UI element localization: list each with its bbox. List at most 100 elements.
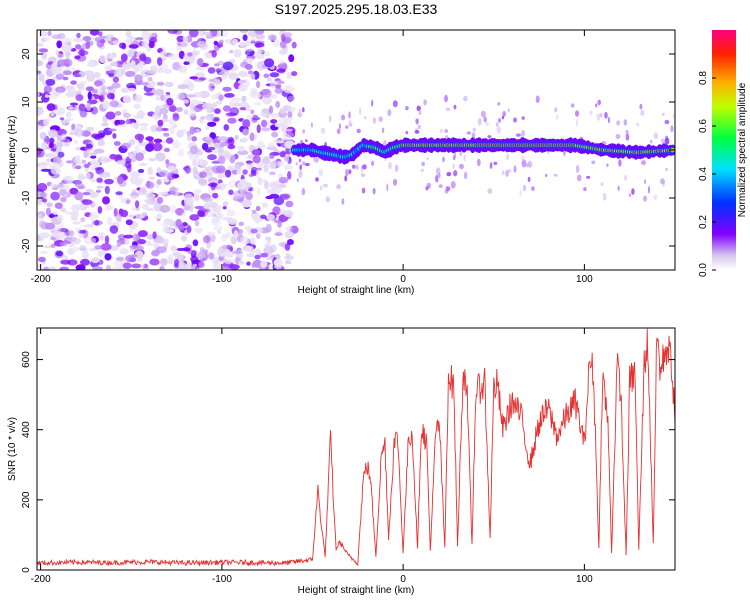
- noise-blob: [81, 159, 87, 164]
- noise-blob: [287, 110, 293, 119]
- noise-blob: [181, 212, 187, 217]
- noise-blob: [248, 173, 254, 177]
- noise-blob: [283, 164, 293, 171]
- noise-blob: [169, 186, 177, 195]
- noise-blob: [285, 226, 293, 231]
- noise-blob: [116, 213, 122, 222]
- noise-blob: [138, 168, 145, 173]
- noise-blob: [219, 182, 224, 187]
- noise-blob: [153, 88, 165, 96]
- noise-blob: [250, 36, 256, 43]
- noise-blob: [214, 108, 221, 114]
- noise-blob: [89, 191, 99, 199]
- x-tick-label: 100: [576, 574, 593, 585]
- noise-blob: [275, 83, 282, 89]
- signal-streak: [636, 122, 640, 127]
- signal-streak: [602, 192, 607, 201]
- signal-streak: [480, 110, 486, 118]
- noise-blob: [87, 71, 93, 78]
- signal-streak: [596, 113, 601, 121]
- signal-streak: [506, 153, 510, 161]
- signal-streak: [606, 163, 609, 168]
- signal-streak: [640, 110, 645, 116]
- noise-blob: [274, 123, 284, 128]
- noise-blob: [50, 191, 60, 201]
- noise-blob: [189, 214, 200, 221]
- signal-streak: [498, 118, 501, 123]
- noise-blob: [262, 96, 272, 105]
- noise-blob: [99, 171, 111, 178]
- noise-blob: [235, 164, 241, 170]
- noise-blob: [285, 252, 291, 258]
- x-tick-label: 0: [400, 274, 406, 285]
- noise-blob: [129, 175, 139, 185]
- noise-blob: [101, 84, 106, 92]
- noise-blob: [214, 79, 221, 85]
- noise-blob: [156, 246, 167, 254]
- noise-blob: [279, 107, 287, 114]
- noise-blob: [274, 140, 285, 144]
- noise-blob: [85, 188, 94, 193]
- noise-blob: [116, 160, 125, 165]
- signal-streak: [383, 140, 387, 146]
- noise-blob: [102, 100, 110, 110]
- noise-blob: [208, 252, 215, 260]
- noise-blob: [104, 37, 112, 42]
- noise-blob: [219, 30, 229, 38]
- noise-blob: [231, 250, 242, 255]
- noise-blob: [225, 251, 234, 258]
- noise-blob: [38, 31, 48, 37]
- signal-streak: [426, 157, 429, 161]
- noise-blob: [214, 63, 220, 67]
- noise-blob: [94, 80, 103, 87]
- noise-blob: [157, 191, 168, 195]
- noise-blob: [207, 121, 217, 127]
- noise-blob: [217, 136, 228, 142]
- noise-blob: [219, 70, 230, 76]
- signal-streak: [466, 131, 472, 135]
- signal-streak: [323, 183, 328, 188]
- noise-blob: [85, 86, 94, 92]
- signal-streak: [388, 161, 392, 170]
- signal-streak: [296, 178, 299, 183]
- colorbar-tick-label: 0.4: [698, 167, 709, 181]
- signal-streak: [314, 157, 319, 163]
- spectrogram-xlabel: Height of straight line (km): [298, 285, 415, 296]
- noise-blob: [96, 40, 105, 48]
- noise-blob: [55, 250, 64, 257]
- noise-blob: [172, 113, 180, 121]
- signal-streak: [299, 164, 303, 171]
- noise-blob: [46, 103, 56, 111]
- noise-blob: [277, 80, 285, 84]
- noise-blob: [291, 71, 298, 77]
- noise-blob: [134, 145, 140, 153]
- y-tick-label: 600: [21, 351, 32, 368]
- noise-blob: [91, 133, 100, 139]
- signal-streak: [414, 130, 420, 134]
- signal-streak: [421, 161, 425, 166]
- y-tick-label: -20: [21, 238, 32, 253]
- noise-blob: [242, 128, 249, 136]
- colorbar-tick-label: 0.8: [698, 71, 709, 85]
- noise-blob: [78, 233, 84, 238]
- noise-blob: [197, 210, 206, 218]
- noise-blob: [101, 122, 109, 127]
- noise-blob: [150, 125, 158, 133]
- noise-blob: [263, 164, 269, 173]
- noise-blob: [198, 30, 206, 37]
- noise-blob: [246, 261, 251, 266]
- signal-streak: [574, 110, 580, 117]
- noise-blob: [139, 186, 147, 193]
- noise-blob: [107, 58, 113, 62]
- noise-blob: [196, 58, 204, 67]
- signal-streak: [599, 112, 603, 118]
- noise-blob: [104, 253, 112, 261]
- signal-streak: [625, 133, 630, 141]
- noise-blob: [205, 113, 215, 121]
- noise-blob: [138, 230, 148, 238]
- signal-streak: [325, 196, 330, 203]
- noise-blob: [204, 125, 210, 131]
- noise-blob: [128, 44, 139, 49]
- noise-blob: [287, 239, 294, 246]
- signal-streak: [670, 125, 674, 133]
